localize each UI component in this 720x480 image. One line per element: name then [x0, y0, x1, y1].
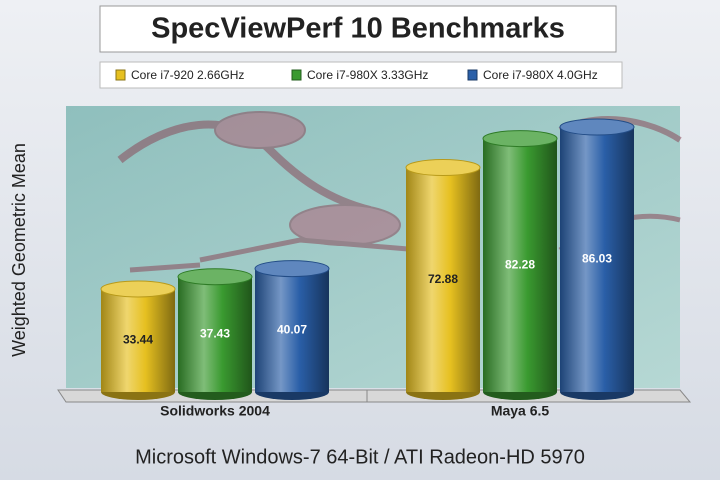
- bar-top: [177, 268, 253, 286]
- data-label: 40.07: [277, 322, 307, 336]
- bar: [560, 127, 634, 393]
- data-label: 72.88: [428, 272, 458, 286]
- bar-top: [100, 280, 176, 298]
- data-label: 37.43: [200, 327, 230, 341]
- x-tick-label: Solidworks 2004: [160, 403, 270, 419]
- bar: [255, 268, 329, 392]
- bar: [101, 289, 175, 392]
- legend-label: Core i7-980X 3.33GHz: [307, 68, 428, 82]
- bar: [483, 138, 557, 392]
- x-tick-label: Maya 6.5: [491, 403, 550, 419]
- data-label: 82.28: [505, 257, 535, 271]
- bar: [178, 276, 252, 392]
- bar-top: [482, 130, 558, 148]
- legend-box: [99, 61, 623, 89]
- chart-title: SpecViewPerf 10 Benchmarks: [151, 13, 565, 45]
- data-label: 33.44: [123, 333, 153, 347]
- title-box: [99, 5, 617, 53]
- legend-swatch: [115, 69, 126, 81]
- bar-top: [559, 118, 635, 136]
- data-label: 86.03: [582, 252, 612, 266]
- bar: [406, 167, 480, 392]
- bar-top: [405, 159, 481, 177]
- y-axis-label: Weighted Geometric Mean: [9, 143, 29, 357]
- x-axis-label: Microsoft Windows-7 64-Bit / ATI Radeon-…: [135, 446, 585, 468]
- bar-top: [254, 260, 330, 278]
- legend-swatch: [467, 69, 478, 81]
- legend-label: Core i7-980X 4.0GHz: [483, 68, 598, 82]
- legend-swatch: [291, 69, 302, 81]
- legend-label: Core i7-920 2.66GHz: [131, 68, 244, 82]
